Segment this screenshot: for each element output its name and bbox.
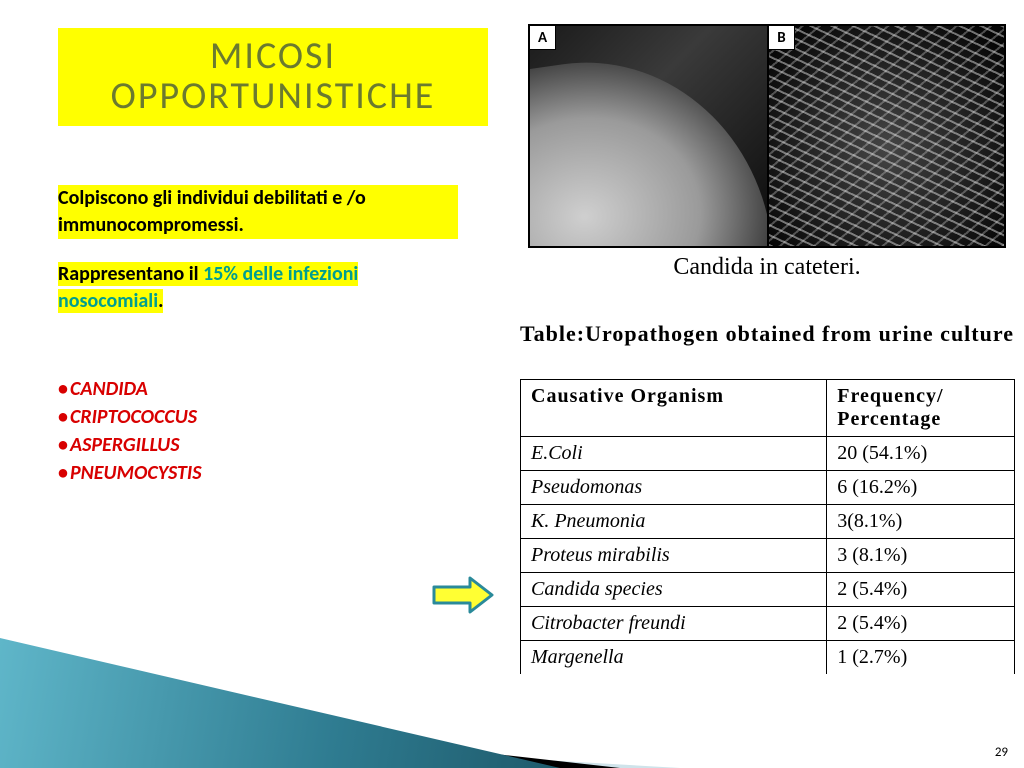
cell-frequency: 3(8.1%)	[827, 505, 1015, 539]
table-row: Margenella1 (2.7%)	[521, 641, 1015, 675]
organism-item: •CRIPTOCOCCUS	[58, 403, 202, 431]
organism-label: CRIPTOCOCCUS	[70, 405, 197, 429]
cell-frequency: 3 (8.1%)	[827, 539, 1015, 573]
cell-organism: E.Coli	[521, 437, 827, 471]
table-row: Proteus mirabilis3 (8.1%)	[521, 539, 1015, 573]
body-line-1: Colpiscono gli individui debilitati e /o…	[58, 185, 458, 239]
table-row: Citrobacter freundi2 (5.4%)	[521, 607, 1015, 641]
uropathogen-table: Causative Organism Frequency/ Percentage…	[520, 379, 1015, 674]
cell-organism: Pseudomonas	[521, 471, 827, 505]
slide: MICOSI OPPORTUNISTICHE Colpiscono gli in…	[0, 0, 1024, 768]
spacer	[58, 239, 458, 261]
organism-label: CANDIDA	[70, 377, 148, 401]
micrograph-a-content	[530, 39, 767, 246]
cell-frequency: 6 (16.2%)	[827, 471, 1015, 505]
cell-organism: Candida species	[521, 573, 827, 607]
cell-frequency: 2 (5.4%)	[827, 607, 1015, 641]
arrow-icon	[432, 575, 494, 615]
body-line-2-post: .	[158, 289, 163, 313]
table-title: Table:Uropathogen obtained from urine cu…	[520, 320, 1020, 348]
panel-label-a: A	[530, 26, 556, 50]
table-row: E.Coli20 (54.1%)	[521, 437, 1015, 471]
cell-frequency: 20 (54.1%)	[827, 437, 1015, 471]
cell-frequency: 1 (2.7%)	[827, 641, 1015, 675]
table-row: Pseudomonas6 (16.2%)	[521, 471, 1015, 505]
table-row: K. Pneumonia3(8.1%)	[521, 505, 1015, 539]
table-body: E.Coli20 (54.1%) Pseudomonas6 (16.2%) K.…	[521, 437, 1015, 675]
organism-label: PNEUMOCYSTIS	[70, 461, 202, 485]
body-line-2: Rappresentano il 15% delle infezioni nos…	[58, 262, 358, 313]
page-number: 29	[995, 745, 1008, 760]
table-row: Candida species2 (5.4%)	[521, 573, 1015, 607]
micrograph-caption: Candida in cateteri.	[528, 254, 1006, 281]
micrograph-panel-b: B	[767, 26, 1004, 246]
cell-frequency: 2 (5.4%)	[827, 573, 1015, 607]
organism-label: ASPERGILLUS	[70, 433, 180, 457]
cell-organism: K. Pneumonia	[521, 505, 827, 539]
slide-title: MICOSI OPPORTUNISTICHE	[58, 37, 488, 117]
body-text: Colpiscono gli individui debilitati e /o…	[58, 185, 458, 315]
table-header-frequency: Frequency/ Percentage	[827, 380, 1015, 437]
organism-item: •PNEUMOCYSTIS	[58, 459, 202, 487]
body-line-2-pre: Rappresentano il	[58, 262, 203, 286]
organism-item: •CANDIDA	[58, 375, 202, 403]
table-header-organism: Causative Organism	[521, 380, 827, 437]
cell-organism: Proteus mirabilis	[521, 539, 827, 573]
organism-list: •CANDIDA •CRIPTOCOCCUS •ASPERGILLUS •PNE…	[58, 375, 202, 487]
organism-item: •ASPERGILLUS	[58, 431, 202, 459]
micrograph-figure: A B	[528, 24, 1006, 248]
panel-label-b: B	[769, 26, 795, 50]
cell-organism: Margenella	[521, 641, 827, 675]
micrograph-b-content	[769, 26, 1004, 246]
slide-title-box: MICOSI OPPORTUNISTICHE	[58, 28, 488, 126]
cell-organism: Citrobacter freundi	[521, 607, 827, 641]
micrograph-panel-a: A	[530, 26, 767, 246]
table-header-row: Causative Organism Frequency/ Percentage	[521, 380, 1015, 437]
